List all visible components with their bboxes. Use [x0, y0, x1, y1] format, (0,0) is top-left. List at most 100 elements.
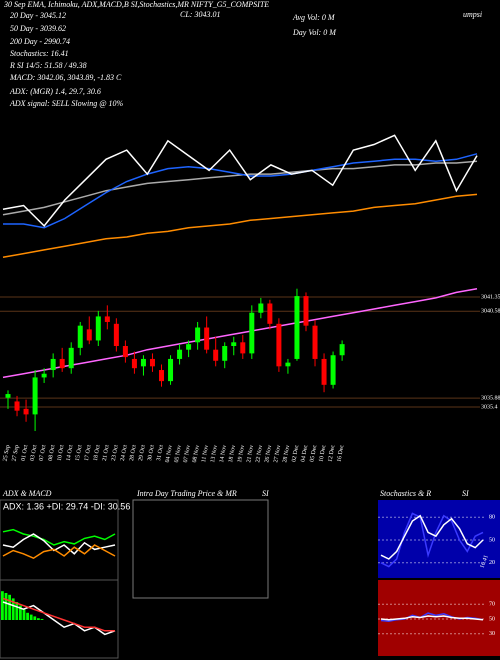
candle-body: [222, 345, 228, 361]
x-tick-label: 26 Nov: [264, 445, 273, 464]
x-tick-label: 28 Nov: [282, 445, 291, 464]
indicator-line: [2, 134, 478, 228]
candle-body: [330, 355, 336, 385]
candle-body: [249, 312, 255, 354]
x-tick-label: 08 Oct: [48, 444, 57, 461]
y-tick-label: 30: [489, 631, 495, 637]
candle-body: [50, 358, 56, 371]
adx-panel: [0, 499, 119, 659]
x-tick-label: 27 Sep: [12, 445, 21, 462]
x-tick-label: 04 Dec: [300, 444, 309, 462]
candle-body: [258, 303, 264, 313]
y-tick-label: 50: [489, 616, 495, 622]
x-tick-label: 07 Nov: [183, 445, 192, 464]
histogram-bar: [8, 594, 11, 620]
histogram-bar: [19, 605, 22, 620]
header-text: Stochastics: 16.41: [10, 49, 69, 58]
x-tick-label: 24 Oct: [120, 444, 129, 461]
panel-title: SI: [462, 489, 469, 498]
x-tick-label: 08 Nov: [192, 445, 201, 464]
histogram-bar: [11, 598, 15, 620]
indicator-line: [2, 193, 478, 259]
x-tick-label: 05 Dec: [309, 444, 318, 462]
close-price: CL: 3043.01: [180, 10, 220, 19]
y-tick-label: 3041.35: [481, 294, 500, 300]
candle-body: [231, 342, 237, 346]
histogram-bar: [33, 616, 37, 620]
histogram-bar: [1, 591, 4, 620]
x-tick-label: 28 Oct: [129, 444, 138, 461]
x-tick-label: 17 Oct: [84, 444, 93, 461]
indicator-line: [380, 514, 484, 560]
indicator-line: [2, 160, 478, 216]
header-text: ADX signal: SELL Slowing @ 10%: [9, 99, 124, 108]
candle-body: [321, 358, 327, 385]
candle-body: [140, 358, 146, 367]
header-text: 20 Day - 3045.12: [10, 11, 66, 20]
brand: umpsi: [463, 10, 482, 19]
indicator-line: [2, 533, 116, 555]
candle-body: [213, 349, 219, 361]
indicator-line: [380, 512, 484, 568]
candle-body: [86, 329, 92, 341]
indicator-line: [3, 153, 478, 229]
x-tick-label: 21 Nov: [246, 445, 255, 464]
candle-body: [195, 327, 201, 343]
x-tick-label: 22 Nov: [255, 445, 264, 464]
candle-body: [149, 358, 155, 367]
candle-body: [122, 345, 128, 358]
x-tick-label: 19 Nov: [237, 445, 246, 464]
x-tick-label: 25 Sep: [3, 445, 12, 462]
histogram-bar: [40, 618, 44, 620]
header-text: MACD: 3042.06, 3043.89, -1.83 C: [9, 73, 122, 82]
y-tick-label: 50: [489, 537, 495, 543]
header-text: 200 Day - 2990.74: [10, 37, 70, 46]
histogram-bar: [4, 593, 8, 620]
histogram-bar: [15, 602, 19, 620]
x-tick-label: 14 Nov: [219, 445, 228, 464]
indicator-line: [2, 597, 115, 632]
panel-title: ADX & MACD: [2, 489, 52, 498]
x-tick-label: 11 Nov: [201, 445, 210, 463]
x-tick-label: 13 Nov: [210, 445, 219, 464]
y-tick-label: 80: [489, 515, 495, 521]
x-tick-label: 12 Dec: [328, 444, 337, 462]
x-tick-label: 31 Oct: [156, 444, 165, 461]
x-tick-label: 14 Oct: [66, 444, 75, 461]
candle-body: [177, 349, 183, 359]
avg-volume: Avg Vol: 0 M: [292, 13, 336, 22]
panel-title: SI: [262, 489, 269, 498]
candle-body: [168, 358, 174, 382]
y-tick-label: 3035.88: [481, 395, 500, 401]
candle-body: [159, 370, 165, 382]
x-tick-label: 10 Oct: [57, 444, 66, 461]
indicator-line: [2, 544, 116, 560]
header-text: R SI 14/5: 51.58 / 49.38: [9, 61, 87, 70]
candle-body: [5, 394, 11, 398]
candle-body: [41, 373, 47, 378]
candle-body: [131, 358, 137, 369]
candle-body: [32, 377, 38, 415]
candle-body: [267, 303, 273, 324]
header-text: ADX: (MGR) 1.4, 29.7, 30.6: [9, 87, 101, 96]
value-annotation: 16.41: [480, 554, 490, 569]
x-tick-label: 18 Oct: [93, 444, 102, 461]
candle-body: [59, 358, 65, 369]
x-tick-label: 30 Oct: [147, 444, 156, 461]
x-tick-label: 01 Oct: [21, 444, 30, 461]
panel-title: Stochastics & R: [380, 489, 431, 498]
indicator-line: [380, 615, 484, 621]
day-volume: Day Vol: 0 M: [292, 28, 337, 37]
candle-body: [104, 316, 110, 322]
candle-body: [204, 327, 210, 350]
y-tick-label: 70: [489, 602, 495, 608]
histogram-bar: [29, 614, 33, 620]
panel-background: [378, 580, 500, 656]
x-tick-label: 27 Nov: [273, 445, 282, 464]
candle-body: [294, 296, 300, 359]
candle-body: [240, 342, 246, 354]
y-tick-label: 20: [489, 560, 495, 566]
candle-body: [113, 323, 119, 346]
